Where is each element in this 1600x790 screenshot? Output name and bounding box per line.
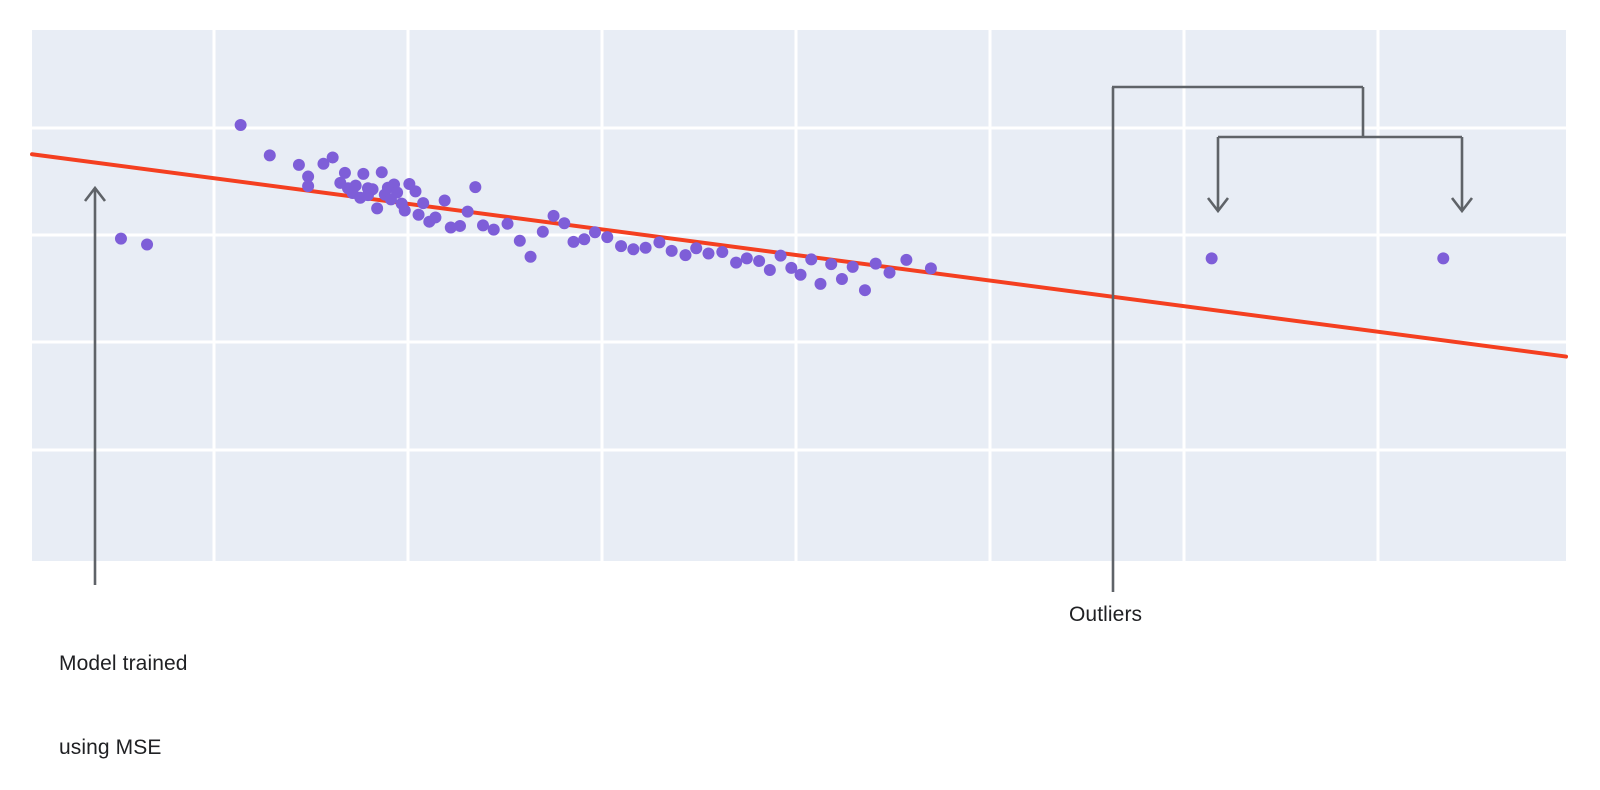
outlier-point — [1437, 252, 1450, 265]
mse-annotation-label: Model trained using MSE — [59, 594, 188, 790]
data-point — [366, 183, 379, 196]
data-point — [601, 231, 614, 244]
data-point — [412, 208, 425, 221]
data-point — [900, 253, 913, 266]
data-point — [730, 256, 743, 269]
data-point — [814, 277, 827, 290]
mse-annotation-label-line2: using MSE — [59, 736, 162, 759]
data-point — [469, 181, 482, 194]
data-point — [716, 245, 729, 258]
data-point — [453, 219, 466, 232]
data-point — [774, 249, 787, 262]
data-point — [825, 258, 838, 271]
mse-annotation-connector — [83, 185, 107, 585]
data-point — [141, 238, 154, 251]
data-point — [409, 185, 422, 198]
data-point — [785, 261, 798, 274]
outliers-left-arrowhead-icon — [1206, 197, 1230, 214]
data-point — [326, 151, 339, 164]
data-point — [567, 235, 580, 248]
data-point — [487, 223, 500, 236]
data-point — [371, 202, 384, 215]
gridlines — [32, 30, 1566, 561]
data-point — [391, 186, 404, 199]
data-point — [679, 249, 692, 262]
data-point — [513, 234, 526, 247]
data-point — [444, 221, 457, 234]
scatter-plot-figure — [30, 30, 1568, 592]
data-point — [536, 225, 549, 238]
outliers-annotation-connector — [1111, 85, 1474, 592]
data-point — [477, 219, 489, 232]
regression-line — [30, 152, 1568, 359]
data-point — [417, 197, 430, 210]
data-point — [702, 247, 715, 260]
data-point — [357, 167, 370, 180]
data-point — [114, 232, 127, 245]
data-point — [615, 240, 628, 253]
data-point — [547, 209, 560, 222]
data-point — [639, 241, 652, 254]
outlier-point — [1205, 252, 1218, 265]
data-point — [302, 170, 315, 183]
data-point — [429, 211, 442, 224]
data-point — [846, 260, 859, 273]
data-point — [690, 242, 703, 255]
outliers-right-arrowhead-icon — [1450, 197, 1474, 214]
data-point — [805, 253, 818, 266]
data-point — [524, 250, 537, 263]
data-point — [302, 180, 315, 193]
data-point — [627, 243, 640, 256]
mse-annotation-label-line1: Model trained — [59, 652, 188, 675]
data-point — [375, 166, 388, 179]
scatter-points — [114, 119, 937, 297]
outliers-annotation-label: Outliers — [1069, 603, 1143, 626]
data-point — [740, 252, 753, 265]
plot-area-background — [32, 30, 1566, 561]
mse-arrowhead-icon — [83, 185, 107, 202]
data-point — [398, 204, 411, 217]
data-point — [653, 236, 666, 249]
data-point — [794, 268, 807, 281]
data-point — [317, 157, 330, 170]
data-point — [578, 233, 591, 246]
data-point — [349, 179, 362, 192]
data-point — [858, 284, 871, 297]
data-point — [665, 244, 678, 257]
data-point — [501, 217, 514, 230]
data-point — [438, 194, 451, 207]
data-point — [234, 119, 247, 132]
data-point — [869, 257, 882, 270]
data-point — [753, 254, 766, 267]
data-point — [835, 273, 848, 286]
data-point — [763, 264, 776, 277]
data-point — [292, 158, 305, 171]
data-point — [588, 226, 601, 239]
data-point — [924, 262, 937, 275]
outlier-points — [1205, 252, 1450, 265]
data-point — [338, 166, 351, 179]
data-point — [558, 217, 571, 230]
data-point — [263, 149, 276, 162]
data-point — [883, 266, 896, 279]
data-point — [461, 205, 474, 218]
